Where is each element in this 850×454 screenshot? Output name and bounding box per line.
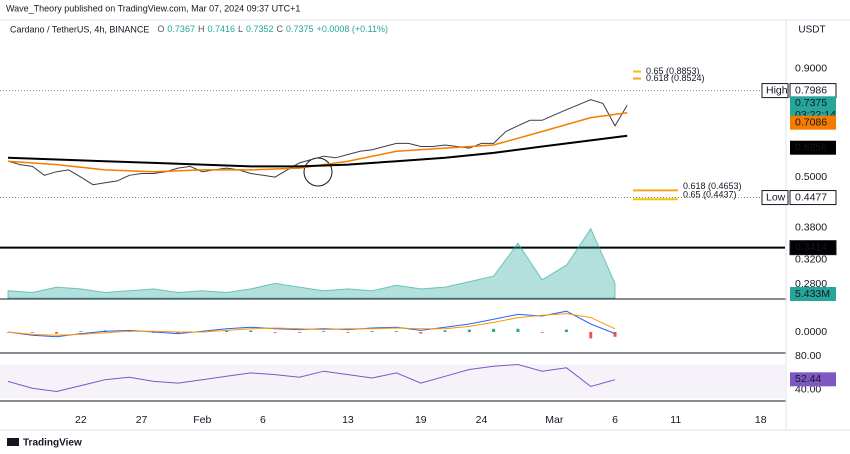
price-marker: 0.7086	[795, 116, 827, 128]
volume-area	[7, 227, 616, 299]
fib-label: 0.65 (0.8853)	[646, 66, 700, 76]
quote-item: C	[277, 24, 284, 34]
quote-item: H	[198, 24, 205, 34]
publisher: Wave_Theory published on TradingView.com…	[6, 3, 300, 13]
y-tick-label: 40.00	[795, 384, 821, 396]
fib-label: 0.618 (0.4653)	[683, 181, 742, 191]
level-tag	[761, 83, 789, 99]
macd-histogram	[55, 332, 59, 334]
x-tick-label: 22	[75, 414, 87, 426]
macd-histogram	[540, 332, 544, 333]
price-marker: 0.6256	[795, 141, 827, 153]
quote-item: 0.7375	[286, 24, 314, 34]
fib-label: 0.65 (0.4437)	[683, 190, 737, 200]
macd-histogram	[419, 332, 423, 334]
macd-histogram	[564, 329, 568, 332]
y-tick-label: 0.3200	[795, 253, 827, 265]
level-price: 0.3414	[795, 241, 827, 253]
symbol-title: Cardano / TetherUS, 4h, BINANCE	[10, 24, 149, 34]
brand-logo: TradingView	[7, 438, 82, 449]
macd-histogram	[273, 332, 277, 333]
macd-histogram	[395, 331, 398, 332]
macd-histogram	[176, 332, 180, 334]
macd-histogram	[516, 328, 520, 332]
macd-histogram	[492, 328, 496, 332]
level-price: 0.4477	[795, 191, 827, 203]
macd-histogram	[249, 330, 253, 332]
level-price-box	[789, 240, 837, 256]
y-tick-label: 0.5000	[795, 171, 827, 183]
rsi-band	[0, 364, 785, 399]
quote-item: 0.7352	[246, 24, 274, 34]
macd-histogram	[79, 331, 83, 332]
x-tick-label: 6	[260, 414, 266, 426]
x-tick-label: 13	[342, 414, 354, 426]
brand: TradingView	[23, 438, 82, 449]
x-tick-label: 18	[755, 414, 767, 426]
level-tag	[761, 190, 789, 206]
y-tick-label: 0.3800	[795, 222, 827, 234]
macd-histogram	[443, 330, 447, 332]
rsi-value: 52.44	[795, 373, 821, 385]
macd-histogram	[467, 329, 471, 332]
quote: O 0.7367 H 0.7416 L 0.7352 C 0.7375 +0.0008 (+0.…	[157, 24, 388, 34]
quote-item: 0.7367	[167, 24, 195, 34]
y-tick-label: 0.0000	[795, 326, 827, 338]
volume-box	[790, 287, 836, 301]
level-tag-label: High	[766, 84, 788, 96]
macd-histogram	[589, 332, 593, 339]
rsi-box	[790, 372, 836, 387]
logo-mark	[7, 438, 19, 446]
volume-label: 5.433M	[795, 288, 830, 300]
macd-histogram	[322, 331, 326, 332]
macd-histogram	[297, 332, 301, 333]
y-tick-label: 80.00	[795, 350, 821, 362]
quote-item: L	[238, 24, 243, 34]
y-tick-label: 0.9000	[795, 62, 827, 74]
price-marker-box	[790, 140, 836, 155]
quote-item: O	[157, 24, 164, 34]
x-tick-label: Mar	[545, 414, 564, 426]
price-marker-box	[790, 115, 836, 130]
quote-item: +0.0008 (+0.11%)	[317, 24, 388, 34]
macd-line	[7, 313, 616, 336]
price-marker: 0.7375	[795, 97, 827, 109]
fib-label: 0.618 (0.8524)	[646, 73, 705, 83]
x-tick-label: 6	[612, 414, 618, 426]
x-tick-label: Feb	[193, 414, 211, 426]
macd-histogram	[225, 330, 229, 332]
level-price: 0.7986	[795, 84, 827, 96]
moving-average	[7, 134, 628, 168]
x-tick-label: 24	[476, 414, 488, 426]
x-tick-label: 27	[136, 414, 148, 426]
x-tick-label: 19	[415, 414, 427, 426]
rsi-line	[7, 363, 616, 393]
macd-histogram	[346, 332, 350, 333]
x-tick-label: 11	[670, 414, 681, 426]
macd-histogram	[30, 332, 34, 333]
level-price-box	[789, 190, 837, 206]
quote-item: 0.7416	[207, 24, 235, 34]
macd-histogram	[613, 332, 617, 337]
price-line	[7, 99, 628, 186]
macd-histogram	[370, 331, 374, 332]
currency: USDT	[798, 25, 825, 36]
level-tag-label: Low	[766, 191, 786, 203]
